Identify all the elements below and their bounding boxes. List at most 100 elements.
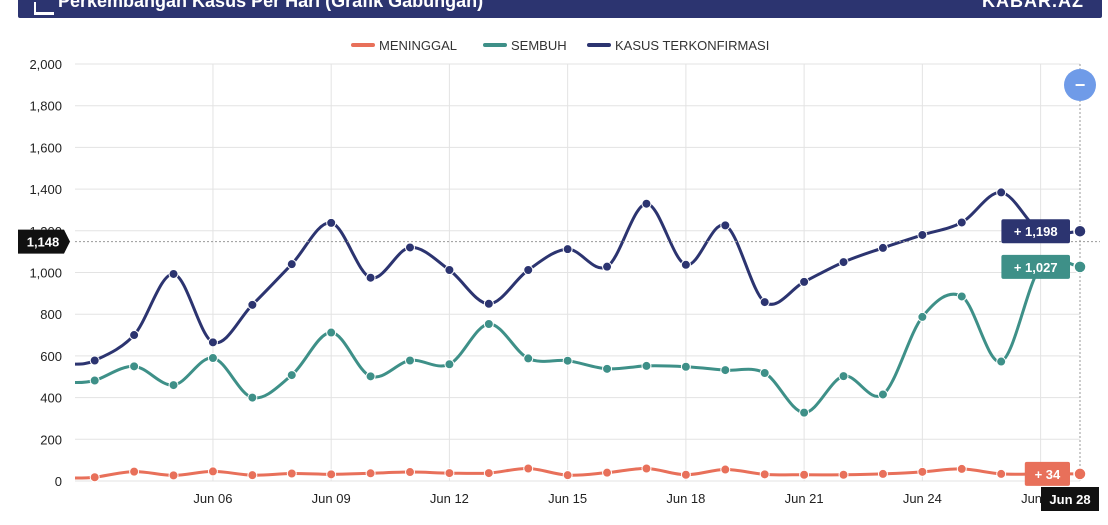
y-tick-label: 400 <box>40 391 62 406</box>
data-point <box>286 468 297 479</box>
legend-item-kasus-terkonfirmasi[interactable]: KASUS TERKONFIRMASI <box>587 38 769 53</box>
data-point <box>168 470 179 481</box>
value-tag-text: + 1,027 <box>1014 260 1058 275</box>
data-point <box>89 355 100 366</box>
data-point <box>956 463 967 474</box>
y-tick-label: 2,000 <box>29 57 62 72</box>
data-point <box>641 463 652 474</box>
data-point <box>89 375 100 386</box>
data-point <box>602 261 613 272</box>
data-point <box>838 469 849 480</box>
data-point <box>168 268 179 279</box>
data-point <box>286 370 297 381</box>
data-point <box>405 242 415 253</box>
data-point <box>444 468 455 479</box>
data-point <box>917 466 928 477</box>
data-point <box>444 264 455 275</box>
value-tag-bg <box>1001 254 1070 279</box>
value-tag-meninggal: + 34 <box>1024 461 1087 486</box>
value-tag-kasus-terkonfirmasi: + 1,198 <box>1001 219 1087 244</box>
zoom-button-bg[interactable] <box>1064 69 1096 101</box>
y-axis: 02004006008001,0001,2001,4001,6001,8002,… <box>29 57 62 489</box>
x-tick-label: Jun 24 <box>903 491 942 506</box>
legend[interactable]: MENINGGAL SEMBUH KASUS TERKONFIRMASI <box>351 38 769 53</box>
data-point <box>129 330 140 341</box>
chart-header-title: Perkembangan Kasus Per Hari (Grafik Gabu… <box>58 0 484 11</box>
data-point <box>326 217 337 228</box>
x-axis: Jun 06 Jun 09 Jun 12 Jun 15 Jun 18 Jun 21 Jun … <box>193 491 1060 506</box>
data-point <box>720 220 731 231</box>
data-point <box>680 259 691 270</box>
data-point <box>562 355 573 366</box>
series-group <box>75 187 1080 483</box>
data-point <box>326 469 337 480</box>
x-tick-label: Jun 09 <box>312 491 351 506</box>
series-line <box>75 190 1080 366</box>
series-line <box>75 258 1080 415</box>
data-point <box>247 392 258 403</box>
data-point <box>877 468 888 479</box>
data-point <box>917 229 928 240</box>
data-point <box>207 337 218 348</box>
value-tag-bg <box>1024 461 1070 486</box>
y-tick-label: 1,400 <box>29 182 62 197</box>
data-point <box>523 264 534 275</box>
data-point <box>799 276 810 287</box>
data-point <box>759 297 770 308</box>
data-point <box>444 359 455 370</box>
highlight-point <box>1073 467 1087 481</box>
data-point <box>247 299 258 310</box>
legend-item-sembuh[interactable]: SEMBUH <box>483 38 567 53</box>
value-tag-text: + 34 <box>1035 467 1061 482</box>
data-point <box>877 389 888 400</box>
data-point <box>759 469 770 480</box>
x-tick-label: Jun 18 <box>666 491 705 506</box>
data-point <box>759 367 770 378</box>
series-meninggal <box>75 463 1080 483</box>
y-tick-label: 200 <box>40 432 62 447</box>
value-tag-sembuh: + 1,027 <box>1001 254 1087 279</box>
chart-icon <box>34 2 54 15</box>
data-point <box>917 311 928 322</box>
data-point <box>680 361 691 372</box>
data-point <box>405 355 415 366</box>
y-tick-label: 1,800 <box>29 99 62 114</box>
data-point <box>483 318 494 329</box>
chart-header-bar: Perkembangan Kasus Per Hari (Grafik Gabu… <box>18 0 1102 18</box>
data-point <box>365 272 376 283</box>
legend-label: KASUS TERKONFIRMASI <box>615 38 769 53</box>
data-point <box>129 466 140 477</box>
data-point <box>680 469 691 480</box>
data-point <box>523 353 534 364</box>
data-point <box>168 380 179 391</box>
crosshair-y-label-text: 1,148 <box>27 235 60 250</box>
x-tick-label: Jun 15 <box>548 491 587 506</box>
data-point <box>286 259 297 270</box>
data-point <box>483 468 494 479</box>
data-point <box>838 257 849 268</box>
value-tag-text: + 1,198 <box>1014 224 1058 239</box>
x-tick-label: Jun 12 <box>430 491 469 506</box>
data-point <box>365 468 376 479</box>
data-point <box>799 469 810 480</box>
data-point <box>602 467 613 478</box>
data-point <box>523 463 534 474</box>
highlight-point <box>1073 224 1087 238</box>
data-point <box>562 470 573 481</box>
crosshair-x-label-bg <box>1041 487 1099 511</box>
y-tick-label: 1,600 <box>29 140 62 155</box>
series-line <box>75 466 1080 480</box>
legend-item-meninggal[interactable]: MENINGGAL <box>351 38 457 53</box>
x-tick-label: Jun 06 <box>193 491 232 506</box>
data-point <box>129 361 140 372</box>
data-point <box>247 470 258 481</box>
zoom-out-button[interactable]: − <box>1064 69 1096 101</box>
data-point <box>720 464 731 475</box>
data-point <box>956 217 967 228</box>
minus-icon[interactable]: − <box>1075 75 1086 95</box>
crosshair-y-label: 1,148 <box>18 229 70 254</box>
series-sembuh <box>75 258 1080 418</box>
data-point <box>996 356 1007 367</box>
data-point <box>405 467 415 478</box>
